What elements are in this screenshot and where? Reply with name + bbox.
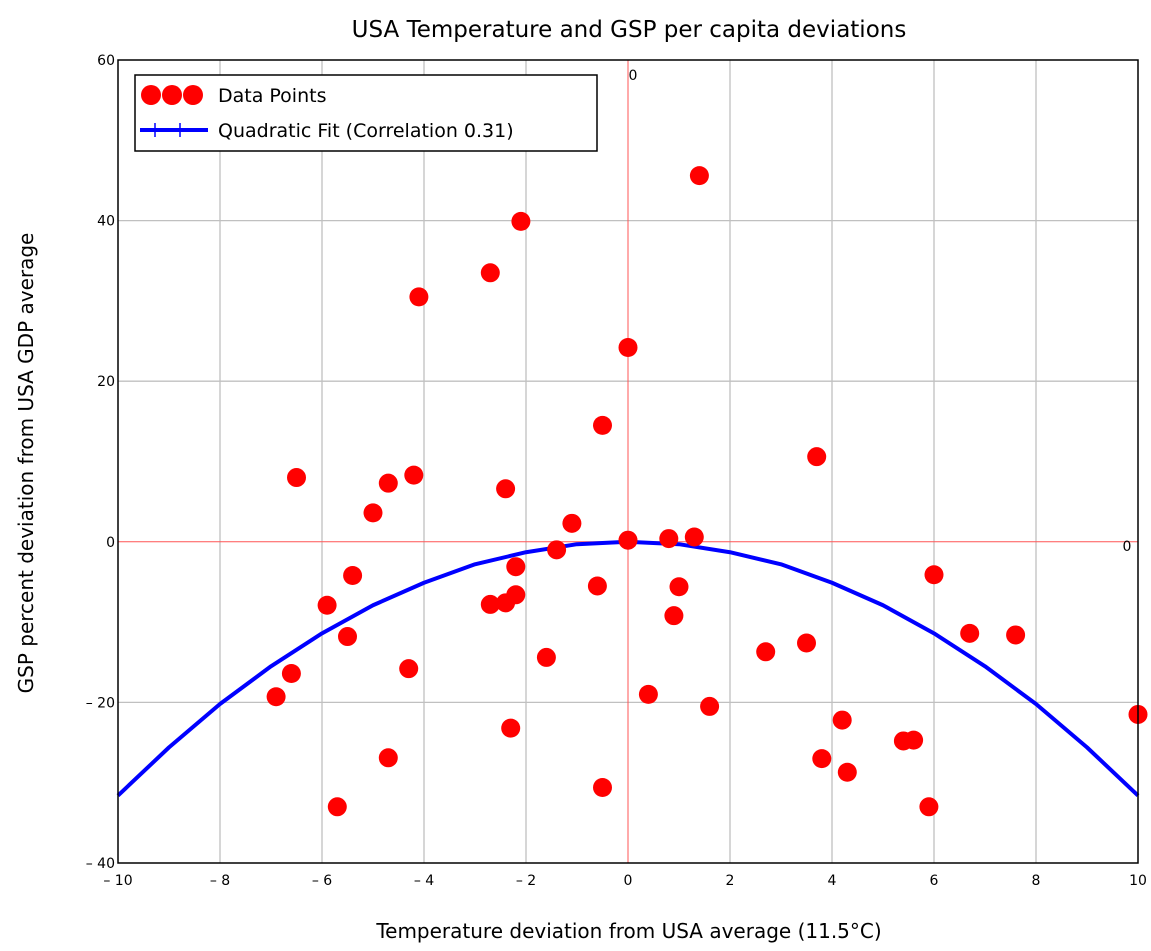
data-point [536, 647, 556, 667]
x-tick-label: 2 [726, 873, 735, 889]
x-tick-label: – 4 [414, 873, 434, 889]
origin-marker-top: 0 [629, 68, 638, 84]
data-point [919, 797, 939, 817]
data-point [797, 633, 816, 653]
data-point [832, 710, 852, 730]
data-point [378, 748, 398, 768]
data-point [281, 663, 301, 683]
data-point [562, 513, 582, 533]
data-point [511, 211, 531, 231]
x-tick-label: 8 [1032, 873, 1041, 889]
data-point [837, 762, 857, 782]
y-tick-label: 40 [97, 214, 115, 230]
data-point [904, 730, 924, 750]
x-tick-label: 10 [1129, 873, 1147, 889]
data-point [266, 687, 286, 707]
data-point [409, 287, 429, 307]
legend-label-quadratic-fit: Quadratic Fit (Correlation 0.31) [218, 120, 514, 142]
x-tick-labels: – 10 – 8 – 6 – 4 – 2 0 2 4 6 8 10 [103, 873, 1147, 889]
data-point [700, 696, 720, 716]
data-point [593, 415, 612, 435]
data-point [501, 718, 521, 738]
y-tick-label: – 40 [86, 856, 115, 872]
plot-area-border [117, 59, 1139, 864]
x-tick-label: – 10 [103, 873, 132, 889]
x-tick-label: 4 [828, 873, 837, 889]
data-point [960, 623, 980, 643]
legend-marker-dot [162, 85, 182, 105]
data-point [1006, 625, 1026, 645]
data-point [807, 447, 827, 467]
data-point [317, 595, 337, 615]
data-point [547, 540, 567, 560]
data-point [506, 557, 526, 577]
data-point [812, 749, 832, 769]
data-point [343, 566, 363, 586]
data-point [669, 577, 689, 597]
data-point [618, 337, 638, 357]
data-point [378, 473, 398, 493]
legend-label-data-points: Data Points [218, 85, 326, 107]
data-point [689, 166, 709, 186]
legend-marker-dot [183, 85, 203, 105]
data-point [287, 468, 306, 488]
origin-marker-right: 0 [1123, 539, 1132, 555]
data-point [593, 778, 612, 798]
legend-box [134, 74, 598, 152]
data-point [363, 503, 383, 523]
data-point [618, 530, 638, 550]
data-point [587, 576, 607, 596]
x-axis-label: Temperature deviation from USA average (… [375, 919, 881, 943]
data-point [684, 527, 704, 547]
data-point [638, 684, 658, 704]
data-point [480, 263, 500, 283]
legend: Data Points Quadratic Fit (Correlation 0… [134, 74, 598, 152]
data-point [480, 594, 500, 614]
y-axis-label: GSP percent deviation from USA GDP avera… [14, 233, 38, 694]
x-tick-label: 6 [930, 873, 939, 889]
data-point [664, 606, 684, 626]
data-point [659, 529, 679, 549]
x-tick-label: – 2 [516, 873, 536, 889]
x-tick-label: – 8 [210, 873, 230, 889]
y-tick-labels: – 40 – 20 0 20 40 60 [86, 53, 115, 872]
x-tick-label: 0 [624, 873, 633, 889]
data-point [399, 659, 419, 679]
data-point [496, 593, 516, 613]
origin-lines [118, 60, 1138, 863]
data-point [496, 479, 516, 499]
y-tick-label: 20 [97, 374, 115, 390]
legend-marker-dot [141, 85, 161, 105]
y-tick-label: 60 [97, 53, 115, 69]
data-points-series [266, 166, 1148, 817]
x-tick-label: – 6 [312, 873, 332, 889]
data-point [756, 642, 776, 662]
chart-title: USA Temperature and GSP per capita devia… [352, 17, 907, 43]
y-tick-label: – 20 [86, 695, 115, 711]
data-point [338, 627, 357, 647]
data-point [327, 797, 347, 817]
y-tick-label: 0 [106, 535, 115, 551]
data-point [404, 465, 424, 485]
data-point [924, 565, 944, 585]
